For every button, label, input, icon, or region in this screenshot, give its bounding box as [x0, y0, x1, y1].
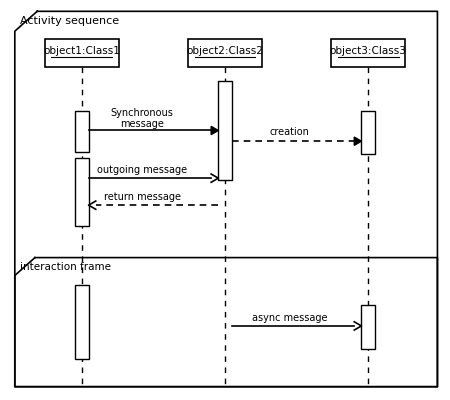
Text: async message: async message	[252, 313, 328, 323]
Bar	[75, 111, 89, 152]
Bar	[188, 39, 262, 67]
Text: creation: creation	[270, 127, 310, 137]
Bar	[75, 158, 89, 226]
Text: interaction frame: interaction frame	[20, 262, 111, 272]
Bar	[218, 81, 232, 180]
Bar	[331, 39, 405, 67]
Text: return message: return message	[104, 192, 181, 202]
Polygon shape	[354, 137, 361, 145]
Polygon shape	[211, 126, 218, 135]
Text: outgoing message: outgoing message	[97, 165, 187, 175]
Text: object3:Class3: object3:Class3	[330, 46, 406, 56]
Text: Activity sequence: Activity sequence	[20, 16, 119, 26]
Bar	[45, 39, 119, 67]
Text: object2:Class2: object2:Class2	[187, 46, 263, 56]
Bar	[361, 111, 375, 154]
Text: object1:Class1: object1:Class1	[44, 46, 120, 56]
Bar	[75, 286, 89, 359]
Bar	[361, 305, 375, 349]
Text: Synchronous
message: Synchronous message	[111, 108, 174, 129]
